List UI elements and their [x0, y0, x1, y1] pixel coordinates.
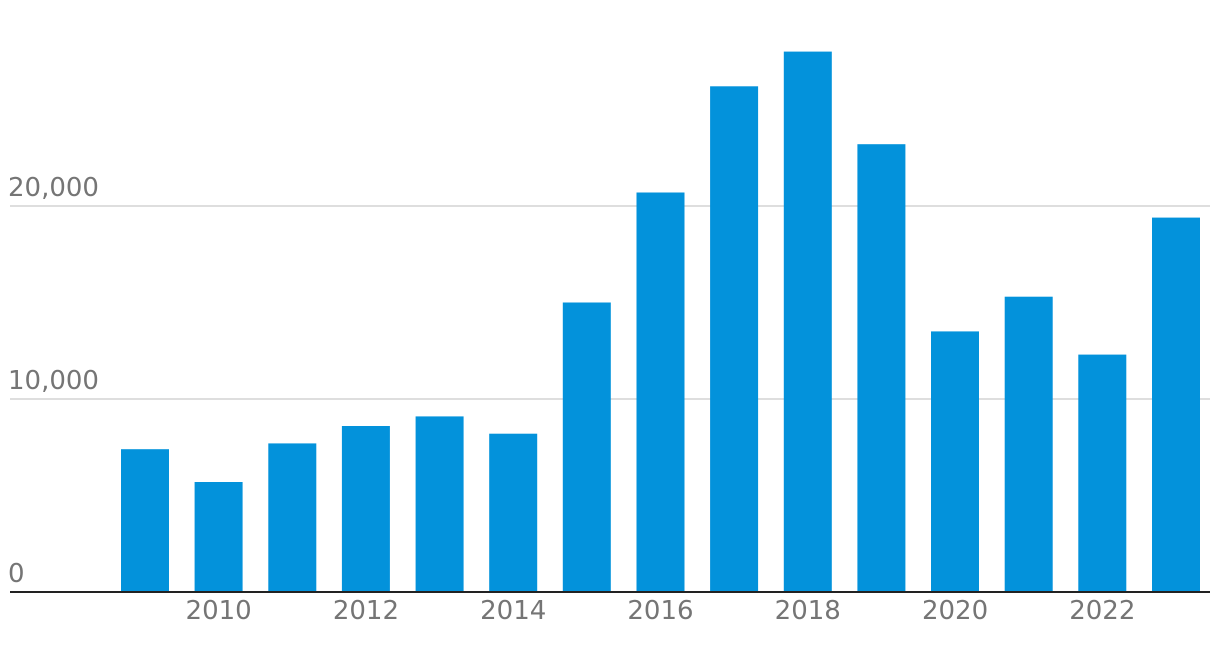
- bar-2016: [636, 192, 685, 592]
- bar-2023: [1152, 217, 1200, 592]
- x-tick-label: 2012: [333, 596, 399, 626]
- x-tick-label: 2016: [627, 596, 693, 626]
- bar-2019: [857, 144, 906, 592]
- bar-2014: [489, 433, 538, 592]
- bar-2013: [415, 416, 464, 592]
- y-tick-label: 20,000: [8, 173, 99, 203]
- bar-2022: [1078, 354, 1127, 592]
- bar-2012: [341, 426, 390, 592]
- y-tick-label: 0: [8, 559, 25, 589]
- x-tick-label: 2010: [186, 596, 252, 626]
- bar-2020: [931, 331, 979, 592]
- bar-2010: [194, 482, 243, 592]
- bar-2017: [710, 86, 759, 593]
- bar-2009: [121, 449, 169, 592]
- x-axis-tick-labels: 2010 2012 2014 2016 2018 2020 2022: [186, 596, 1136, 626]
- bar-2021: [1004, 296, 1053, 592]
- x-tick-label: 2022: [1069, 596, 1135, 626]
- y-axis-tick-labels: 0 10,000 20,000: [8, 173, 99, 589]
- bar-2015: [562, 302, 611, 592]
- bars: [121, 51, 1200, 593]
- bar-2011: [268, 443, 317, 592]
- bar-2018: [783, 51, 832, 593]
- x-tick-label: 2018: [775, 596, 841, 626]
- y-tick-label: 10,000: [8, 366, 99, 396]
- x-tick-label: 2014: [480, 596, 546, 626]
- x-tick-label: 2020: [922, 596, 988, 626]
